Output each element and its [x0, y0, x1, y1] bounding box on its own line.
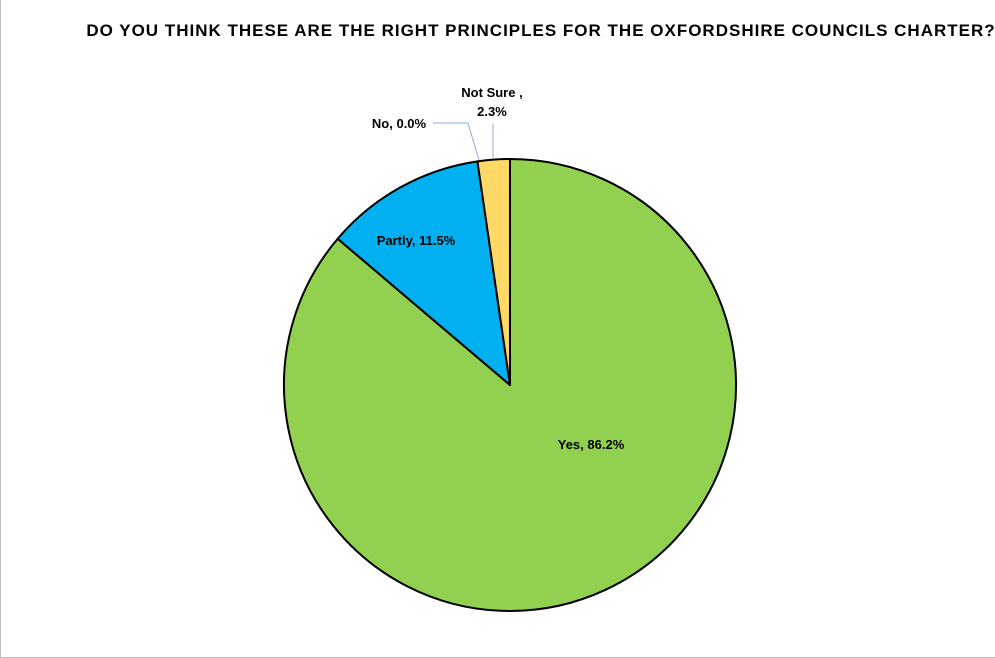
slice-label-not-sure-line2: 2.3%: [477, 104, 507, 119]
slice-label-partly: Partly, 11.5%: [377, 233, 456, 248]
pie-slice-partly: [336, 160, 511, 386]
pie-slice-not-sure: [476, 158, 511, 386]
chart-title: DO YOU THINK THESE ARE THE RIGHT PRINCIP…: [86, 21, 995, 40]
slice-label-no: No, 0.0%: [372, 116, 427, 131]
leader-line-no: [433, 122, 480, 161]
slice-label-not-sure-line1: Not Sure ,: [461, 85, 522, 100]
slice-label-yes: Yes, 86.2%: [558, 437, 625, 452]
